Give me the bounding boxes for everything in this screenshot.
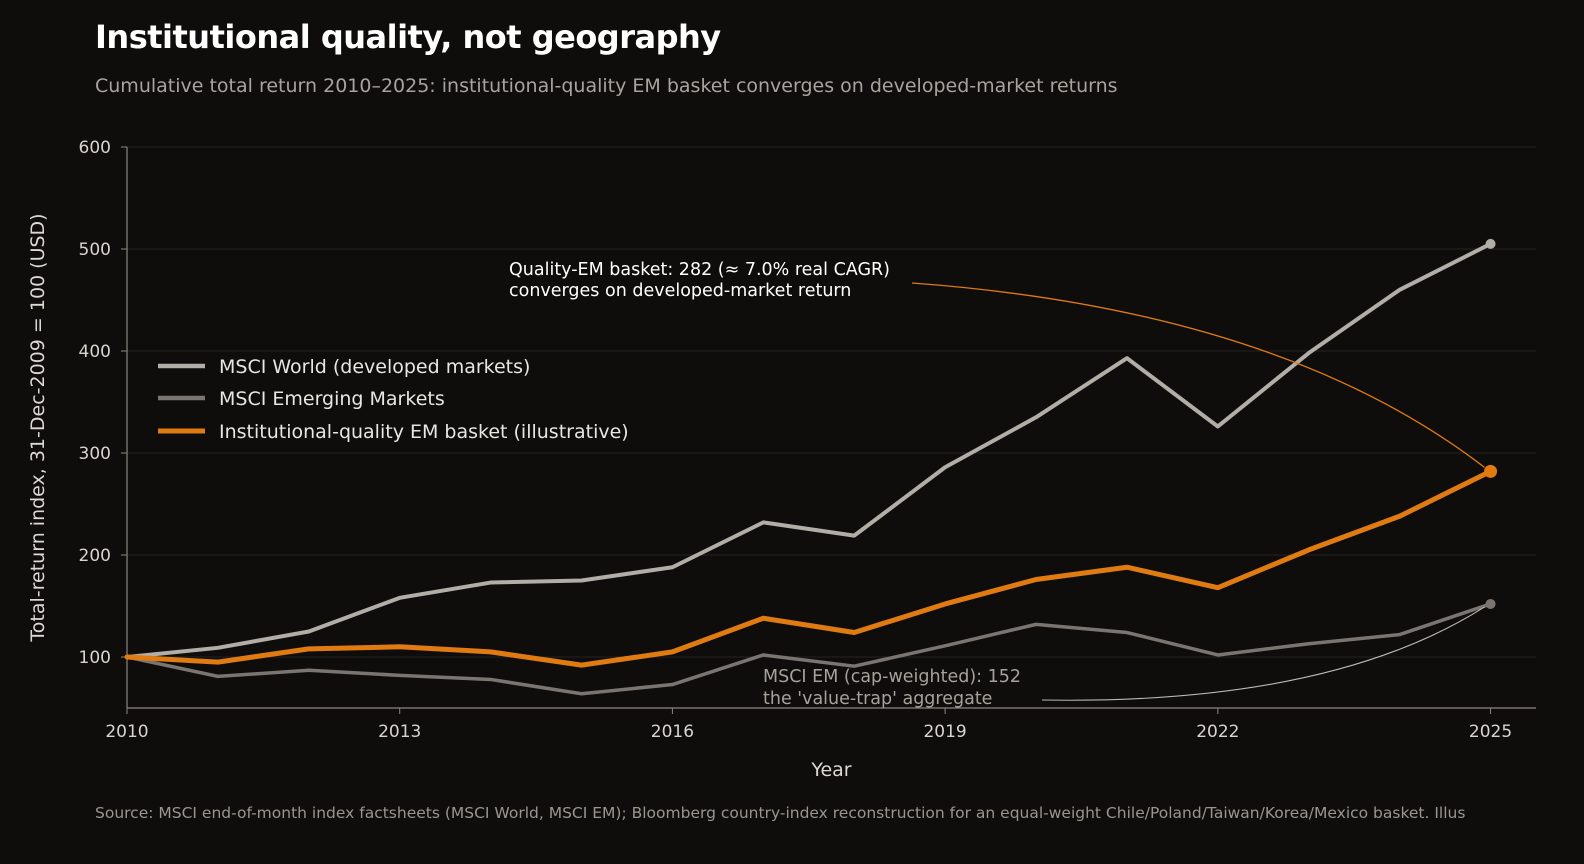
series-line-world bbox=[125, 241, 1493, 659]
annotation-em-line: the 'value-trap' aggregate bbox=[763, 689, 992, 709]
endpoint-marker-em bbox=[1485, 598, 1496, 609]
legend: MSCI World (developed markets) MSCI Emerg… bbox=[158, 356, 629, 443]
axes: 100 200 300 400 500 600 2010 2013 2016 2019 2022 20… bbox=[27, 138, 1536, 781]
source-note: Source: MSCI end-of-month index factshee… bbox=[95, 804, 1466, 822]
x-tick-label: 2019 bbox=[923, 722, 966, 742]
series-line-em bbox=[125, 602, 1493, 696]
series-line-quality bbox=[124, 468, 1494, 668]
chart-title: Institutional quality, not geography bbox=[95, 18, 721, 56]
x-tick-label: 2010 bbox=[105, 722, 148, 742]
legend-label-em: MSCI Emerging Markets bbox=[219, 388, 445, 410]
annotation-em-leader bbox=[1041, 606, 1485, 701]
y-tick-label: 100 bbox=[79, 648, 111, 668]
annotations: Quality-EM basket: 282 (≈ 7.0% real CAGR… bbox=[509, 260, 1485, 709]
y-tick-label: 300 bbox=[79, 444, 111, 464]
y-axis-title: Total-return index, 31-Dec-2009 = 100 (U… bbox=[27, 213, 49, 642]
x-axis-title: Year bbox=[810, 759, 851, 781]
y-tick-label: 600 bbox=[79, 138, 111, 158]
x-tick-label: 2025 bbox=[1469, 722, 1512, 742]
legend-label-quality: Institutional-quality EM basket (illustr… bbox=[219, 421, 629, 443]
y-tick-label: 500 bbox=[79, 240, 111, 260]
x-tick-label: 2013 bbox=[378, 722, 421, 742]
endpoint-marker-quality bbox=[1484, 464, 1498, 478]
y-tick-label: 200 bbox=[79, 546, 111, 566]
chart-subtitle: Cumulative total return 2010–2025: insti… bbox=[95, 75, 1118, 97]
annotation-em-line: MSCI EM (cap-weighted): 152 bbox=[763, 667, 1021, 687]
endpoint-marker-world bbox=[1485, 238, 1496, 249]
legend-label-world: MSCI World (developed markets) bbox=[219, 356, 530, 378]
x-tick-label: 2022 bbox=[1196, 722, 1239, 742]
annotation-quality-leader bbox=[911, 282, 1485, 468]
x-tick-label: 2016 bbox=[651, 722, 694, 742]
series-lines bbox=[124, 238, 1498, 696]
y-tick-label: 400 bbox=[79, 342, 111, 362]
annotation-quality-line: Quality-EM basket: 282 (≈ 7.0% real CAGR… bbox=[509, 260, 890, 280]
annotation-quality-line: converges on developed-market return bbox=[509, 281, 851, 301]
